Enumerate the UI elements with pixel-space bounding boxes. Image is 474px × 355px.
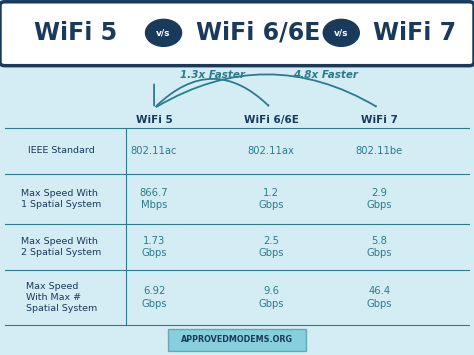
Text: v/s: v/s — [334, 28, 348, 37]
Text: IEEE Standard: IEEE Standard — [28, 146, 95, 155]
Text: WiFi 7: WiFi 7 — [361, 115, 398, 125]
Text: 4.8x Faster: 4.8x Faster — [292, 70, 358, 80]
Text: 2.9
Gbps: 2.9 Gbps — [366, 188, 392, 210]
Text: WiFi 5: WiFi 5 — [34, 21, 118, 45]
Text: 2.5
Gbps: 2.5 Gbps — [258, 236, 284, 258]
Circle shape — [323, 19, 359, 47]
Text: 802.11ac: 802.11ac — [131, 146, 177, 156]
FancyBboxPatch shape — [168, 329, 306, 351]
Text: WiFi 6/6E: WiFi 6/6E — [196, 21, 320, 45]
Text: WiFi 7: WiFi 7 — [373, 21, 456, 45]
Text: 6.92
Gbps: 6.92 Gbps — [141, 286, 167, 308]
Text: Max Speed
With Max #
Spatial System: Max Speed With Max # Spatial System — [26, 282, 97, 313]
Text: v/s: v/s — [156, 28, 171, 37]
Text: WiFi 5: WiFi 5 — [136, 115, 173, 125]
Text: 5.8
Gbps: 5.8 Gbps — [366, 236, 392, 258]
Text: Max Speed With
1 Spatial System: Max Speed With 1 Spatial System — [21, 189, 102, 209]
Text: 46.4
Gbps: 46.4 Gbps — [366, 286, 392, 308]
Text: 1.2
Gbps: 1.2 Gbps — [258, 188, 284, 210]
Text: 1.3x Faster: 1.3x Faster — [180, 70, 245, 80]
Circle shape — [146, 19, 182, 47]
Text: WiFi 6/6E: WiFi 6/6E — [244, 115, 299, 125]
Text: 9.6
Gbps: 9.6 Gbps — [258, 286, 284, 308]
FancyBboxPatch shape — [0, 2, 474, 66]
Text: 866.7
Mbps: 866.7 Mbps — [140, 188, 168, 210]
Text: 802.11be: 802.11be — [356, 146, 403, 156]
Text: 802.11ax: 802.11ax — [248, 146, 294, 156]
Text: 1.73
Gbps: 1.73 Gbps — [141, 236, 167, 258]
Text: APPROVEDMODEMS.ORG: APPROVEDMODEMS.ORG — [181, 335, 293, 344]
Text: Max Speed With
2 Spatial System: Max Speed With 2 Spatial System — [21, 237, 102, 257]
